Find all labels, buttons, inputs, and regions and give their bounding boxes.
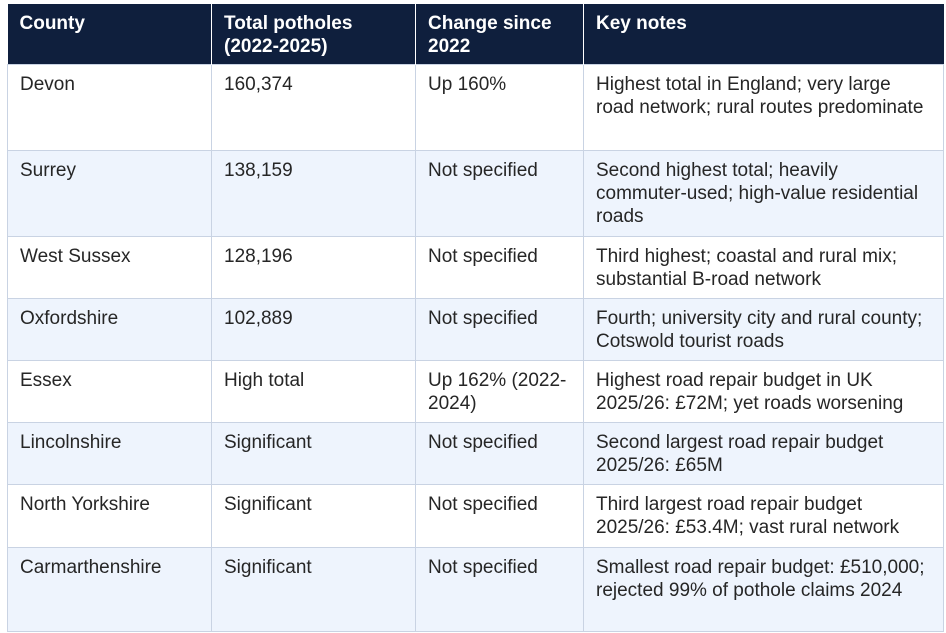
- county-cell: West Sussex: [7, 236, 212, 299]
- table-row: West Sussex 128,196 Not specified Third …: [7, 236, 944, 299]
- county-cell: Lincolnshire: [7, 422, 212, 485]
- table-row: Oxfordshire 102,889 Not specified Fourth…: [7, 298, 944, 361]
- change-cell: Not specified: [415, 298, 584, 361]
- key-notes-cell: Third largest road repair budget 2025/26…: [583, 484, 944, 548]
- county-cell: Surrey: [7, 150, 212, 237]
- column-header-key-notes: Key notes: [583, 4, 944, 65]
- county-cell: Carmarthenshire: [7, 547, 212, 632]
- key-notes-cell: Smallest road repair budget: £510,000; r…: [583, 547, 944, 632]
- county-cell: Essex: [7, 360, 212, 423]
- total-potholes-cell: Significant: [211, 547, 416, 632]
- table-row: Essex High total Up 162% (2022-2024) Hig…: [7, 360, 944, 423]
- total-potholes-cell: 128,196: [211, 236, 416, 299]
- key-notes-cell: Highest road repair budget in UK 2025/26…: [583, 360, 944, 423]
- table-header-row: County Total potholes (2022-2025) Change…: [7, 4, 944, 65]
- column-header-change: Change since 2022: [415, 4, 584, 65]
- table-row: Carmarthenshire Significant Not specifie…: [7, 547, 944, 632]
- column-header-total-potholes: Total potholes (2022-2025): [211, 4, 416, 65]
- pothole-table: County Total potholes (2022-2025) Change…: [7, 4, 944, 632]
- total-potholes-cell: Significant: [211, 422, 416, 485]
- table-row: Lincolnshire Significant Not specified S…: [7, 422, 944, 485]
- key-notes-cell: Second highest total; heavily commuter-u…: [583, 150, 944, 237]
- change-cell: Not specified: [415, 236, 584, 299]
- table-row: Surrey 138,159 Not specified Second high…: [7, 150, 944, 237]
- total-potholes-cell: 102,889: [211, 298, 416, 361]
- county-cell: North Yorkshire: [7, 484, 212, 548]
- key-notes-cell: Highest total in England; very large roa…: [583, 64, 944, 151]
- change-cell: Not specified: [415, 150, 584, 237]
- key-notes-cell: Second largest road repair budget 2025/2…: [583, 422, 944, 485]
- change-cell: Not specified: [415, 484, 584, 548]
- total-potholes-cell: 160,374: [211, 64, 416, 151]
- total-potholes-cell: Significant: [211, 484, 416, 548]
- total-potholes-cell: High total: [211, 360, 416, 423]
- column-header-county: County: [7, 4, 212, 65]
- table-row: North Yorkshire Significant Not specifie…: [7, 484, 944, 548]
- table-row: Devon 160,374 Up 160% Highest total in E…: [7, 64, 944, 151]
- change-cell: Not specified: [415, 422, 584, 485]
- key-notes-cell: Third highest; coastal and rural mix; su…: [583, 236, 944, 299]
- change-cell: Up 160%: [415, 64, 584, 151]
- county-cell: Oxfordshire: [7, 298, 212, 361]
- county-cell: Devon: [7, 64, 212, 151]
- change-cell: Not specified: [415, 547, 584, 632]
- change-cell: Up 162% (2022-2024): [415, 360, 584, 423]
- total-potholes-cell: 138,159: [211, 150, 416, 237]
- key-notes-cell: Fourth; university city and rural county…: [583, 298, 944, 361]
